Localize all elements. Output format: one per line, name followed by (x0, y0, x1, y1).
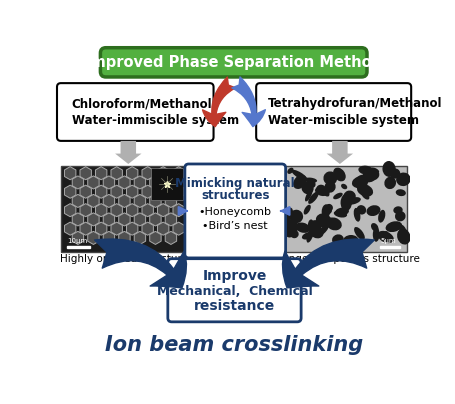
Ellipse shape (306, 227, 313, 243)
Ellipse shape (353, 227, 364, 240)
Ellipse shape (372, 227, 379, 242)
Ellipse shape (280, 220, 298, 234)
Ellipse shape (291, 170, 307, 181)
Ellipse shape (358, 166, 372, 175)
Ellipse shape (340, 184, 346, 189)
Ellipse shape (307, 219, 313, 229)
Ellipse shape (290, 221, 297, 227)
Ellipse shape (301, 181, 313, 194)
Ellipse shape (385, 221, 401, 232)
Ellipse shape (283, 210, 291, 221)
Ellipse shape (323, 208, 331, 215)
Polygon shape (326, 141, 352, 164)
Ellipse shape (362, 169, 376, 182)
Ellipse shape (393, 206, 402, 214)
Text: •Honeycomb: •Honeycomb (198, 208, 271, 217)
Ellipse shape (342, 235, 358, 246)
FancyBboxPatch shape (184, 164, 285, 258)
Ellipse shape (333, 193, 342, 199)
Text: 5μm: 5μm (379, 238, 395, 244)
FancyBboxPatch shape (256, 83, 410, 141)
Ellipse shape (325, 217, 341, 230)
Ellipse shape (356, 205, 365, 215)
Ellipse shape (287, 168, 293, 174)
Text: Ion beam crosslinking: Ion beam crosslinking (104, 335, 362, 355)
Ellipse shape (331, 234, 343, 245)
FancyBboxPatch shape (57, 83, 213, 141)
FancyBboxPatch shape (167, 259, 300, 322)
Ellipse shape (367, 170, 379, 181)
Ellipse shape (377, 210, 384, 223)
Text: Water-miscible system: Water-miscible system (267, 114, 418, 127)
Text: Tetrahydrofuran/Methanol: Tetrahydrofuran/Methanol (267, 97, 441, 110)
Ellipse shape (303, 205, 310, 215)
Ellipse shape (343, 191, 355, 203)
Ellipse shape (389, 168, 399, 179)
Ellipse shape (394, 211, 404, 221)
Polygon shape (115, 141, 141, 164)
Ellipse shape (320, 187, 329, 197)
Ellipse shape (382, 161, 395, 177)
Text: Chloroform/Methanol: Chloroform/Methanol (71, 97, 212, 110)
Ellipse shape (283, 227, 294, 238)
Ellipse shape (279, 207, 292, 221)
Ellipse shape (353, 208, 359, 222)
Ellipse shape (396, 229, 410, 244)
Ellipse shape (308, 191, 318, 204)
Ellipse shape (314, 186, 329, 196)
FancyBboxPatch shape (100, 48, 366, 77)
Ellipse shape (398, 225, 407, 241)
Text: •Bird’s nest: •Bird’s nest (202, 221, 268, 231)
Ellipse shape (325, 204, 332, 211)
FancyBboxPatch shape (151, 168, 183, 200)
Text: Sponge-like porous structure: Sponge-like porous structure (268, 255, 419, 265)
Ellipse shape (304, 189, 312, 202)
Text: Water-immiscible system: Water-immiscible system (71, 114, 238, 127)
Text: 10μm: 10μm (67, 238, 87, 244)
Ellipse shape (377, 231, 393, 243)
Ellipse shape (340, 194, 351, 211)
Text: Improved Phase Separation Method: Improved Phase Separation Method (85, 55, 381, 70)
Ellipse shape (315, 213, 331, 228)
Ellipse shape (290, 230, 298, 238)
Ellipse shape (369, 168, 379, 173)
Ellipse shape (303, 178, 316, 183)
Ellipse shape (315, 225, 328, 237)
Polygon shape (67, 246, 90, 248)
Ellipse shape (345, 197, 360, 205)
Ellipse shape (351, 177, 365, 188)
Ellipse shape (309, 226, 323, 238)
Ellipse shape (366, 205, 379, 216)
Ellipse shape (324, 181, 335, 193)
Text: structures: structures (201, 189, 269, 202)
Ellipse shape (293, 175, 306, 189)
Ellipse shape (395, 173, 410, 186)
Ellipse shape (308, 179, 315, 187)
Ellipse shape (356, 184, 372, 197)
Text: Improve: Improve (202, 269, 266, 283)
Ellipse shape (384, 177, 395, 189)
Ellipse shape (295, 223, 309, 233)
Ellipse shape (360, 191, 369, 200)
Ellipse shape (308, 220, 320, 234)
Ellipse shape (316, 185, 325, 193)
Ellipse shape (354, 175, 368, 189)
Ellipse shape (301, 232, 313, 240)
Ellipse shape (379, 231, 387, 239)
Ellipse shape (333, 168, 345, 181)
Ellipse shape (334, 208, 348, 216)
Ellipse shape (323, 171, 336, 185)
Text: resistance: resistance (193, 299, 274, 313)
Text: Mimicking natural: Mimicking natural (175, 177, 294, 190)
Ellipse shape (333, 210, 346, 217)
Ellipse shape (395, 189, 405, 196)
FancyBboxPatch shape (61, 166, 186, 252)
FancyBboxPatch shape (281, 166, 406, 252)
Ellipse shape (289, 210, 303, 223)
Ellipse shape (370, 223, 378, 231)
Polygon shape (379, 246, 399, 248)
Text: Highly ordered structure: Highly ordered structure (60, 255, 187, 265)
Text: Mechanical,  Chemical: Mechanical, Chemical (156, 285, 312, 298)
Ellipse shape (321, 204, 329, 219)
